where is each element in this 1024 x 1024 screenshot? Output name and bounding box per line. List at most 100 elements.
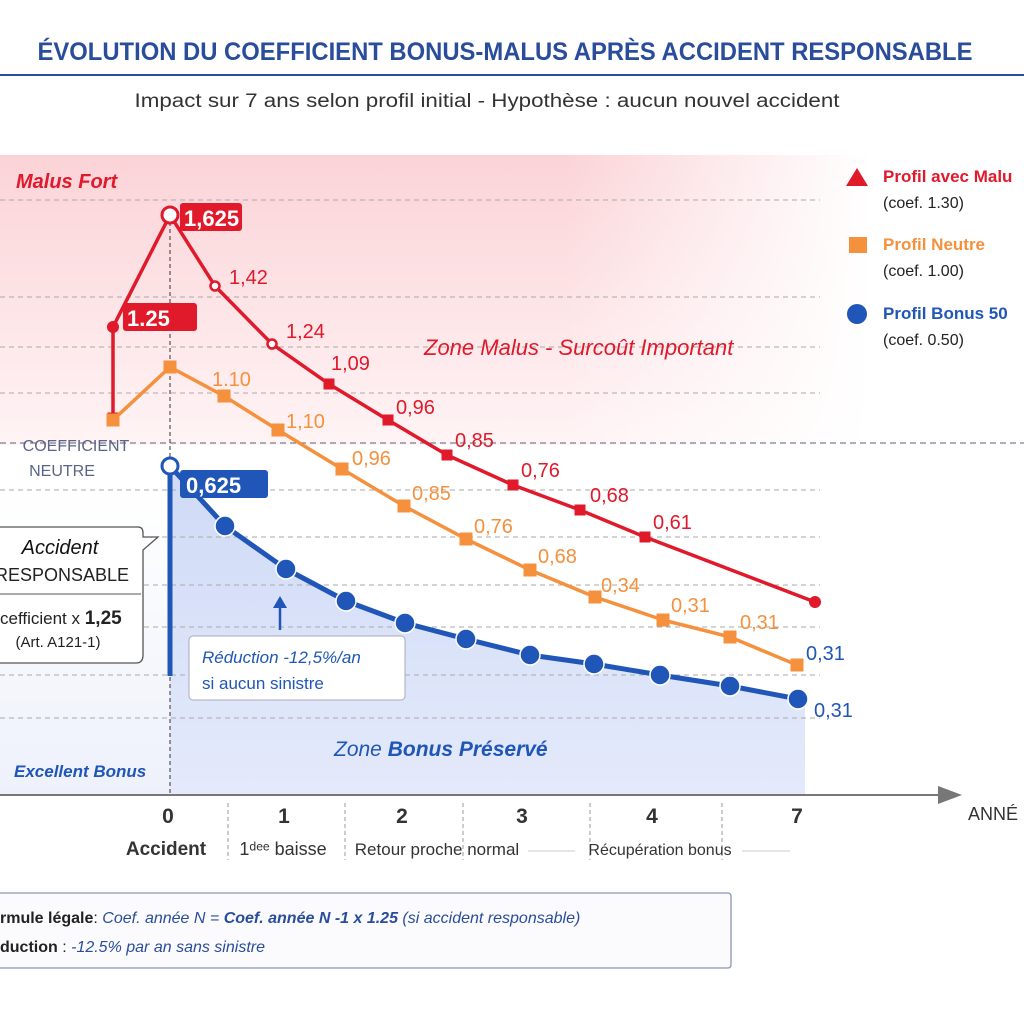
label-box-125 [123,303,197,331]
data-point-neutre [588,590,602,604]
data-point-neutre [217,389,231,403]
data-point-malus [507,479,519,491]
zone-label-coef-neutre-1: COEFFICIENT [23,438,130,455]
value-labels: 1.25 1,625 1,42 1,24 1,09 0,96 0,85 0,76 0,68 0,6… [127,206,853,722]
data-point-bonus [455,628,477,650]
x-tick-label: 7 [791,805,803,828]
data-point-bonus [519,644,541,666]
data-point-bonus [160,456,180,476]
data-point-neutre [459,532,473,546]
data-point-bonus [275,558,297,580]
data-label-neutre: 0,31 [671,595,710,617]
data-label-neutre: 0,96 [352,448,391,470]
chart-title: ÉVOLUTION DU COEFFICIENT BONUS-MALUS APR… [38,37,973,66]
data-point-malus [382,414,394,426]
data-point-neutre [523,563,537,577]
x-tick-label: 4 [646,805,658,828]
legend-square-icon [849,237,867,253]
chart-subtitle: Impact sur 7 ans selon profil initial - … [135,91,841,112]
data-label-malus: 0,76 [521,460,560,482]
data-label-neutre: 1.10 [212,369,251,391]
x-axis-arrow [938,786,962,804]
data-point-neutre [106,413,120,427]
bonus-zone-area [170,466,805,795]
x-tick-label: 3 [516,805,528,828]
legend-sub-neutre: (coef. 1.00) [883,263,964,280]
label-box-1625 [180,203,242,231]
data-point-malus [574,504,586,516]
data-point-bonus [719,675,741,697]
legend-triangle-icon [846,168,868,186]
accident-callout [0,526,160,664]
data-label-malus: 0,85 [455,430,494,452]
data-label-neutre: 1,10 [286,411,325,433]
data-label-malus: 1,24 [286,321,325,343]
legend: Profil avec Malu (coef. 1.30) Profil Neu… [846,167,1012,349]
data-point-bonus [583,653,605,675]
data-point-malus [160,205,180,225]
x-tick-label: 2 [396,805,408,828]
data-label-bonus: 0,625 [186,473,241,498]
data-point-malus [209,280,221,292]
zone-label-malus: Zone Malus - Surcoût Important [423,335,734,360]
data-label-neutre: 0,76 [474,516,513,538]
legend-label-bonus: Profil Bonus 50 [883,304,1008,323]
x-tick-label: 0 [162,805,174,828]
reduction-callout [188,635,406,701]
x-sublabel: Accident [126,839,207,860]
data-point-malus [441,449,453,461]
x-axis-label: ANNÉ [968,804,1018,824]
data-point-neutre [790,658,804,672]
data-label-bonus-extra: 0,31 [806,643,845,665]
legend-sub-malus: (coef. 1.30) [883,195,964,212]
data-point-bonus [649,664,671,686]
callout-coefficient: cefficient x 1,25 [0,608,122,629]
data-label-neutre: 0,34 [601,575,640,597]
data-point-neutre [271,423,285,437]
formula-line2: duction : -12.5% par an sans sinistre [0,939,265,956]
data-label-malus: 0,96 [396,397,435,419]
zone-label-malus-fort: Malus Fort [16,171,118,193]
series-line-malus [111,213,816,604]
legend-circle-icon [847,304,867,324]
data-point-malus [323,378,335,390]
data-label-neutre: 0,68 [538,546,577,568]
callout-article: (Art. A121-1) [15,634,100,651]
data-point-malus [266,338,278,350]
data-label-neutre: 0,85 [412,483,451,505]
data-label-malus: 1,42 [229,267,268,289]
series-line-neutre [111,365,798,667]
data-point-malus [639,531,651,543]
reduction-line2: si aucun sinistre [202,674,324,693]
data-point-malus [809,596,821,608]
data-label-malus: 1,625 [184,206,239,231]
data-label-neutre: 0,31 [740,612,779,634]
callout-accident: Accident [21,537,100,559]
data-point-neutre [335,462,349,476]
data-point-bonus [335,590,357,612]
series-layer [106,205,821,710]
data-point-neutre [723,630,737,644]
label-box-0625 [180,470,268,498]
reduction-line1: Réduction -12,5%/an [202,648,361,667]
x-sublabel: Retour proche normal [355,840,519,859]
data-label-malus: 0,68 [590,485,629,507]
reduction-arrowhead [273,596,287,608]
malus-zone-fade [0,155,1024,445]
x-tick-label: 1 [278,805,290,828]
x-sublabel: Récupération bonus [588,842,731,859]
x-sublabel: 1ᵈᵉᵉ baisse [239,839,326,859]
data-point-neutre [397,499,411,513]
data-point-neutre [163,360,177,374]
legend-label-malus: Profil avec Malu [883,167,1012,186]
legend-sub-bonus: (coef. 0.50) [883,332,964,349]
zone-label-bonus: Zone Bonus Préservé [333,738,548,761]
zone-label-excellent: Excellent Bonus [14,762,146,781]
data-label-bonus: 0,31 [814,700,853,722]
data-point-malus [107,321,119,333]
legend-label-neutre: Profil Neutre [883,235,985,254]
data-point-bonus [394,612,416,634]
data-label-malus: 0,61 [653,512,692,534]
formula-box [0,892,732,969]
data-point-bonus [214,515,236,537]
